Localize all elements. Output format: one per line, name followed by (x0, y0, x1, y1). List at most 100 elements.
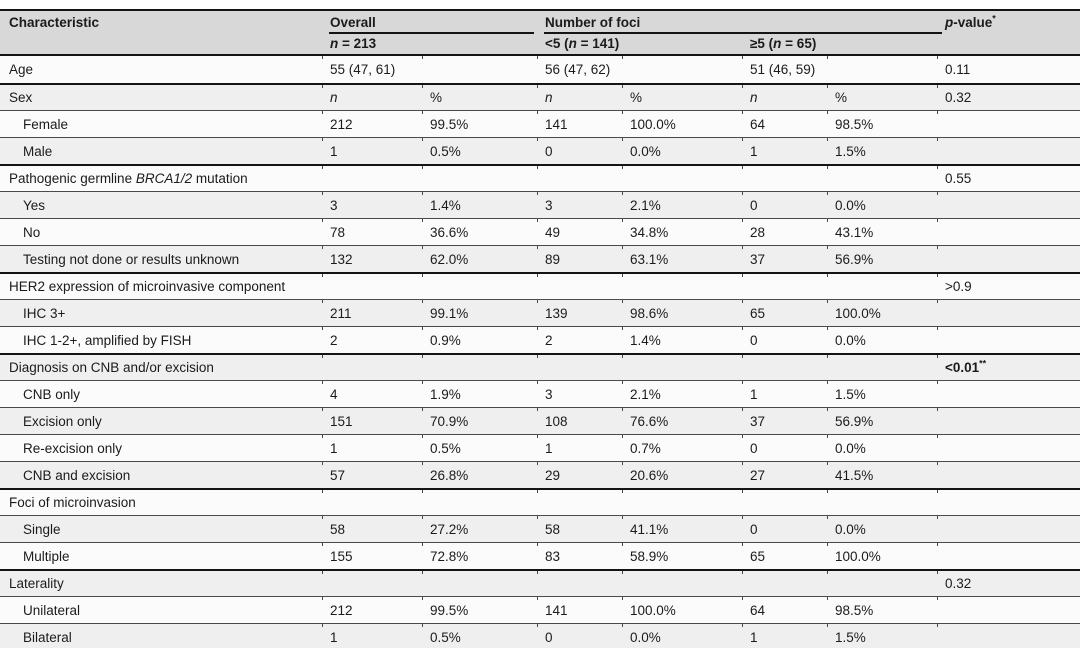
pvalue-cell: >0.9 (937, 279, 1080, 294)
text-fragment: mutation (192, 171, 248, 186)
pvalue-text: 0.11 (945, 62, 971, 77)
column-rule-tick (422, 597, 423, 600)
column-rule-tick (742, 571, 743, 574)
column-rule-tick (537, 462, 538, 465)
column-rule-tick (937, 624, 938, 627)
top-margin (0, 0, 1080, 9)
data-cell: 55 (47, 61) (330, 62, 396, 77)
column-rule-tick (742, 597, 743, 600)
data-cell: 49 (545, 224, 561, 240)
column-rule-tick (742, 56, 743, 59)
data-cell: 132 (330, 251, 353, 267)
column-rule-tick (827, 597, 828, 600)
data-cell: 65 (750, 548, 766, 564)
table-row: No 78 36.6% 49 34.8% 28 43.1% (0, 218, 1080, 245)
column-rule-tick (937, 192, 938, 195)
data-cell: 3 (545, 386, 553, 402)
column-rule-tick (537, 408, 538, 411)
table-row: Single 58 27.2% 58 41.1% 0 0.0% (0, 515, 1080, 542)
row-label: Male (23, 143, 53, 159)
data-cell: 41.1% (630, 521, 669, 537)
column-rule-tick (322, 192, 323, 195)
header-row-1: Characteristic Overall Number of foci p-… (0, 11, 1080, 33)
column-rule-tick (422, 435, 423, 438)
column-rule-tick (622, 192, 623, 195)
column-rule-tick (422, 246, 423, 249)
subheader-lt5: <5 (n = 141) (537, 36, 742, 51)
column-rule-tick (742, 516, 743, 519)
column-rule-tick (622, 462, 623, 465)
column-rule-tick (322, 624, 323, 627)
column-rule-tick (537, 192, 538, 195)
column-rule-tick (937, 435, 938, 438)
data-cell: 36.6% (430, 224, 469, 240)
column-rule-tick (622, 516, 623, 519)
text-fragment: ≥5 ( (750, 36, 774, 51)
column-rule-tick (322, 462, 323, 465)
data-cell: 4 (330, 386, 338, 402)
column-rule-tick (937, 274, 938, 277)
column-rule-tick (422, 300, 423, 303)
column-rule-tick (422, 381, 423, 384)
column-rule-tick (622, 624, 623, 627)
column-rule-tick (537, 138, 538, 141)
data-cell: 62.0% (430, 251, 469, 267)
column-rule-tick (537, 219, 538, 222)
data-cell: 83 (545, 548, 561, 564)
column-rule-tick (322, 56, 323, 59)
data-cell: n (742, 90, 827, 105)
data-cell: n (322, 90, 422, 105)
column-rule-tick (622, 274, 623, 277)
data-cell: 100.0% (835, 548, 881, 564)
row-label: No (23, 224, 41, 240)
data-cell: 1.4% (630, 332, 661, 348)
table-row: Age 55 (47, 61) 56 (47, 62) 51 (46, 59) 0.11 (0, 56, 1080, 83)
row-label: Unilateral (23, 602, 81, 618)
column-rule-tick (537, 111, 538, 114)
table-row: CNB only 4 1.9% 3 2.1% 1 1.5% (0, 380, 1080, 407)
column-rule-tick (827, 192, 828, 195)
column-rule-tick (742, 462, 743, 465)
column-rule-tick (742, 408, 743, 411)
column-rule-tick (537, 300, 538, 303)
text-fragment: n (330, 36, 339, 51)
data-cell: 0 (750, 440, 758, 456)
text-fragment: = 141) (576, 36, 620, 51)
table-row: Excision only 151 70.9% 108 76.6% 37 56.9% (0, 407, 1080, 434)
significance-marker: ** (979, 360, 987, 369)
column-rule-tick (937, 355, 938, 358)
column-rule-tick (827, 56, 828, 59)
text-fragment: * (992, 14, 996, 23)
data-cell: 100.0% (630, 602, 676, 618)
data-cell: 212 (330, 116, 353, 132)
pvalue-text: 0.55 (945, 171, 972, 186)
column-rule-tick (937, 462, 938, 465)
row-label: Laterality (9, 576, 64, 591)
data-cell: 65 (750, 305, 766, 321)
data-cell: 151 (330, 413, 353, 429)
data-cell: 64 (750, 602, 766, 618)
data-cell: 78 (330, 224, 346, 240)
column-rule-tick (742, 543, 743, 546)
column-rule-tick (422, 571, 423, 574)
table-row: Unilateral 212 99.5% 141 100.0% 64 98.5% (0, 596, 1080, 623)
data-cell: 72.8% (430, 548, 469, 564)
data-cell: 27 (750, 467, 766, 483)
column-rule-tick (322, 246, 323, 249)
column-rule-tick (322, 597, 323, 600)
column-rule-tick (537, 166, 538, 169)
column-rule-tick (422, 192, 423, 195)
column-rule-tick (742, 355, 743, 358)
column-rule-tick (322, 516, 323, 519)
table-body: Age 55 (47, 61) 56 (47, 62) 51 (46, 59) 0.11… (0, 56, 1080, 648)
column-rule-tick (422, 111, 423, 114)
text-fragment: -value (953, 14, 993, 30)
column-rule-tick (537, 355, 538, 358)
text-fragment: <5 ( (545, 36, 569, 51)
data-cell: 0.5% (430, 143, 461, 159)
column-rule-tick (742, 274, 743, 277)
data-cell: 100.0% (835, 305, 881, 321)
column-rule-tick (827, 543, 828, 546)
row-label: Sex (9, 90, 33, 105)
